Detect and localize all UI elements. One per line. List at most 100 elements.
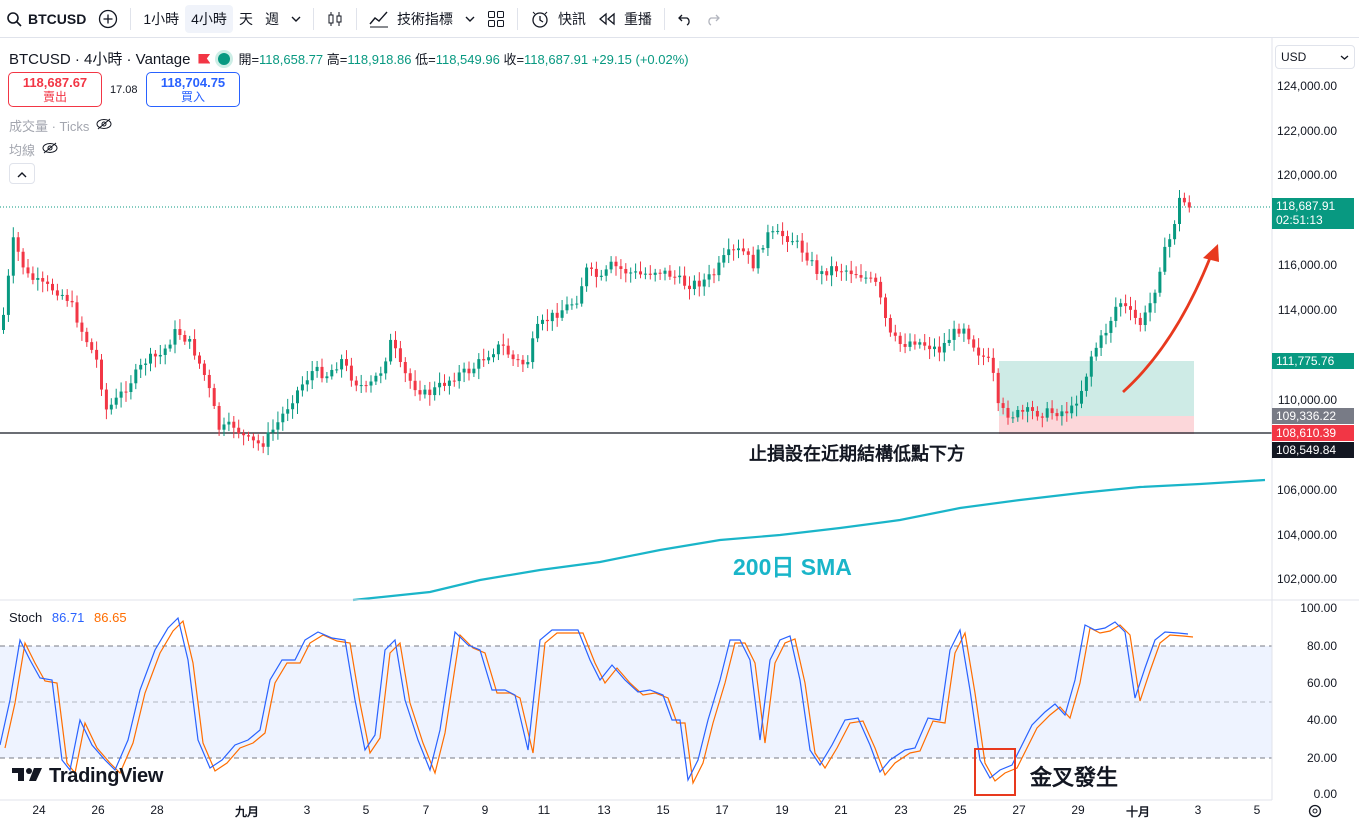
candle-body [418, 390, 422, 395]
chart-type-button[interactable] [320, 5, 350, 33]
eye-hidden-icon[interactable] [95, 117, 113, 134]
candles-icon [326, 10, 344, 28]
candle-body [398, 348, 402, 362]
candle-body [673, 276, 677, 278]
indicators-dropdown[interactable] [459, 5, 481, 33]
candle-body [1026, 407, 1030, 412]
close-value: 118,687.91 [524, 52, 589, 67]
low-value: 118,549.96 [435, 52, 500, 67]
candle-body [202, 363, 206, 375]
candle-body [2, 314, 5, 330]
buy-price: 118,704.75 [160, 75, 226, 90]
candle-body [188, 339, 192, 342]
alert-label: 快訊 [557, 10, 586, 27]
candle-body [124, 391, 128, 393]
candle-body [835, 266, 838, 272]
time-tick: 15 [656, 803, 670, 817]
candle-body [594, 268, 598, 277]
candle-body [898, 335, 902, 345]
chevron-down-icon [291, 15, 301, 23]
toolbar-divider [130, 7, 132, 30]
sell-button[interactable]: 118,687.67 賣出 [8, 72, 102, 107]
tradingview-logo[interactable]: TradingView [12, 765, 163, 788]
stop-zone[interactable] [999, 416, 1194, 434]
alert-button[interactable]: 快訊 [524, 5, 592, 33]
candle-body [158, 354, 162, 357]
candle-body [903, 344, 907, 347]
replay-button[interactable]: 重播 [592, 5, 658, 33]
eye-hidden-icon[interactable] [41, 141, 59, 158]
candle-body [222, 424, 226, 430]
stoch-tick: 80.00 [1306, 639, 1337, 653]
candle-body [599, 275, 603, 277]
candle-body [1187, 202, 1191, 208]
stoch-label: Stoch [9, 610, 43, 625]
time-tick: 9 [481, 803, 489, 817]
collapse-button[interactable] [9, 163, 35, 184]
candle-body [879, 281, 883, 298]
candle-body [1158, 271, 1162, 293]
candle-body [947, 339, 951, 343]
stoch-tick: 60.00 [1306, 676, 1337, 690]
candle-body [1021, 409, 1025, 412]
candle-body [844, 270, 848, 272]
candle-body [741, 248, 745, 252]
candle-body [340, 359, 344, 370]
candle-body [305, 380, 309, 385]
interval-4h[interactable]: 4小時 [185, 4, 233, 33]
indicators-button[interactable]: 技術指標 [363, 5, 459, 33]
target-zone[interactable] [999, 361, 1194, 416]
candle-body [962, 328, 966, 334]
redo-button[interactable] [699, 5, 727, 33]
candle-body [325, 376, 329, 379]
ma-indicator[interactable]: 均線 [9, 140, 59, 159]
spread-value: 17.08 [110, 84, 138, 96]
candle-body [1050, 408, 1054, 414]
entry-price-tag: 109,336.22 [1272, 408, 1354, 424]
time-tick: 24 [32, 803, 46, 817]
interval-dropdown[interactable] [285, 5, 307, 33]
candle-body [849, 270, 853, 275]
candle-body [1148, 303, 1152, 313]
stop-price-tag: 108,610.39 [1272, 425, 1354, 441]
candle-body [609, 261, 613, 270]
candle-body [565, 304, 569, 311]
candle-body [800, 240, 804, 253]
layouts-button[interactable] [481, 5, 511, 33]
candle-body [1011, 417, 1015, 419]
symbol-search[interactable]: BTCUSD [0, 5, 92, 33]
compare-button[interactable] [92, 5, 124, 33]
price-tick: 120,000.00 [1276, 168, 1337, 182]
candle-body [227, 421, 231, 425]
candle-body [70, 300, 74, 303]
candle-body [335, 369, 339, 371]
candle-body [139, 364, 143, 370]
time-tick: 5 [362, 803, 370, 817]
candle-body [232, 421, 236, 428]
interval-1h[interactable]: 1小時 [143, 10, 180, 27]
stoch-legend[interactable]: Stoch 86.71 86.65 [9, 610, 127, 625]
candle-body [658, 272, 662, 274]
interval-1d[interactable]: 天 [238, 10, 253, 27]
volume-label: 成交量 · Ticks [9, 119, 90, 134]
toolbar-divider [516, 7, 518, 30]
undo-button[interactable] [671, 5, 699, 33]
candle-body [207, 374, 211, 389]
candle-body [1031, 407, 1034, 411]
interval-1w[interactable]: 週 [264, 10, 279, 27]
candle-body [977, 347, 981, 356]
candle-body [1094, 347, 1098, 357]
candle-body [65, 294, 69, 301]
buy-button[interactable]: 118,704.75 買入 [146, 72, 240, 107]
settings-icon[interactable] [1307, 803, 1323, 824]
candle-body [634, 271, 638, 273]
alarm-clock-icon [530, 9, 550, 29]
currency-select[interactable]: USD [1275, 45, 1355, 69]
volume-indicator[interactable]: 成交量 · Ticks [9, 116, 113, 135]
redo-icon [705, 12, 721, 26]
chevron-down-icon [1340, 50, 1349, 64]
price-tick: 106,000.00 [1276, 483, 1337, 497]
candle-body [1138, 317, 1142, 326]
candle-body [31, 273, 35, 280]
